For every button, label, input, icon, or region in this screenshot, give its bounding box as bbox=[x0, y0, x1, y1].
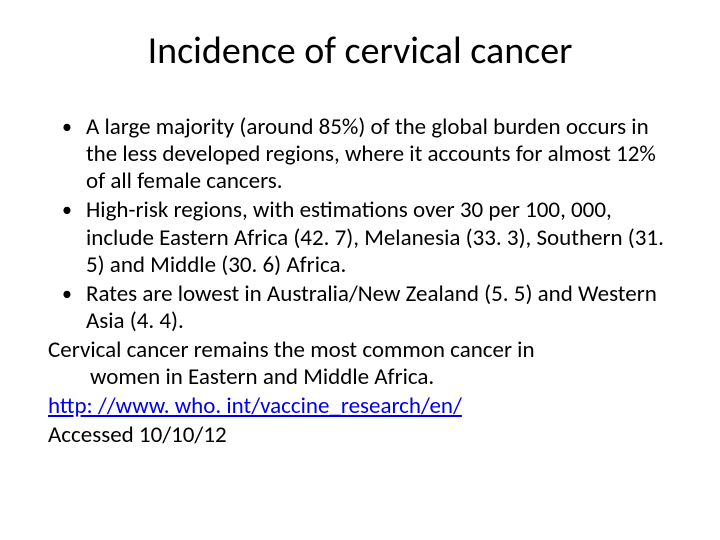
closing-text-line1: Cervical cancer remains the most common … bbox=[48, 337, 672, 364]
bullet-item: • High-risk regions, with estimations ov… bbox=[48, 197, 672, 278]
bullet-item: • Rates are lowest in Australia/New Zeal… bbox=[48, 281, 672, 335]
closing-text-line2: women in Eastern and Middle Africa. bbox=[48, 364, 672, 391]
slide-body: • A large majority (around 85%) of the g… bbox=[48, 114, 672, 450]
bullet-text: A large majority (around 85%) of the glo… bbox=[86, 114, 672, 195]
source-url[interactable]: http: //www. who. int/vaccine_research/e… bbox=[48, 393, 672, 420]
url-link[interactable]: http: //www. who. int/vaccine_research/e… bbox=[48, 392, 462, 420]
bullet-item: • A large majority (around 85%) of the g… bbox=[48, 114, 672, 195]
bullet-text: Rates are lowest in Australia/New Zealan… bbox=[86, 281, 672, 335]
bullet-marker: • bbox=[48, 281, 86, 335]
slide-title: Incidence of cervical cancer bbox=[48, 28, 672, 74]
bullet-text: High-risk regions, with estimations over… bbox=[86, 197, 672, 278]
bullet-marker: • bbox=[48, 114, 86, 195]
accessed-date: Accessed 10/10/12 bbox=[48, 422, 672, 449]
bullet-marker: • bbox=[48, 197, 86, 278]
